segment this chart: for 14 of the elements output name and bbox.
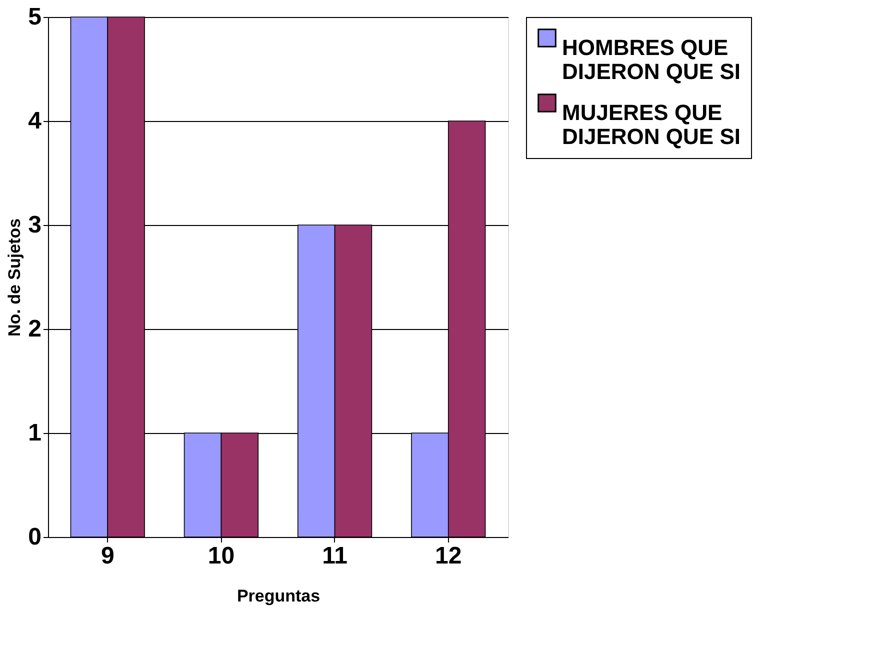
legend-label: MUJERES QUE DIJERON QUE SI xyxy=(562,100,740,149)
x-tick-label: 9 xyxy=(100,542,114,570)
y-tick-label: 1 xyxy=(28,420,42,446)
x-axis-title: Preguntas xyxy=(236,586,320,606)
legend-label: HOMBRES QUE DIJERON QUE SI xyxy=(562,35,740,84)
y-tick-label: 5 xyxy=(28,4,42,30)
x-tick-label: 12 xyxy=(435,542,462,570)
y-tick-label: 3 xyxy=(28,212,42,238)
y-tick-label: 4 xyxy=(28,108,42,134)
x-tick-label: 10 xyxy=(208,542,235,570)
x-tick-label: 11 xyxy=(322,542,348,570)
y-tick-label: 2 xyxy=(28,316,42,342)
y-axis-title: No. de Sujetos xyxy=(5,218,24,337)
y-tick-label: 0 xyxy=(28,524,42,550)
